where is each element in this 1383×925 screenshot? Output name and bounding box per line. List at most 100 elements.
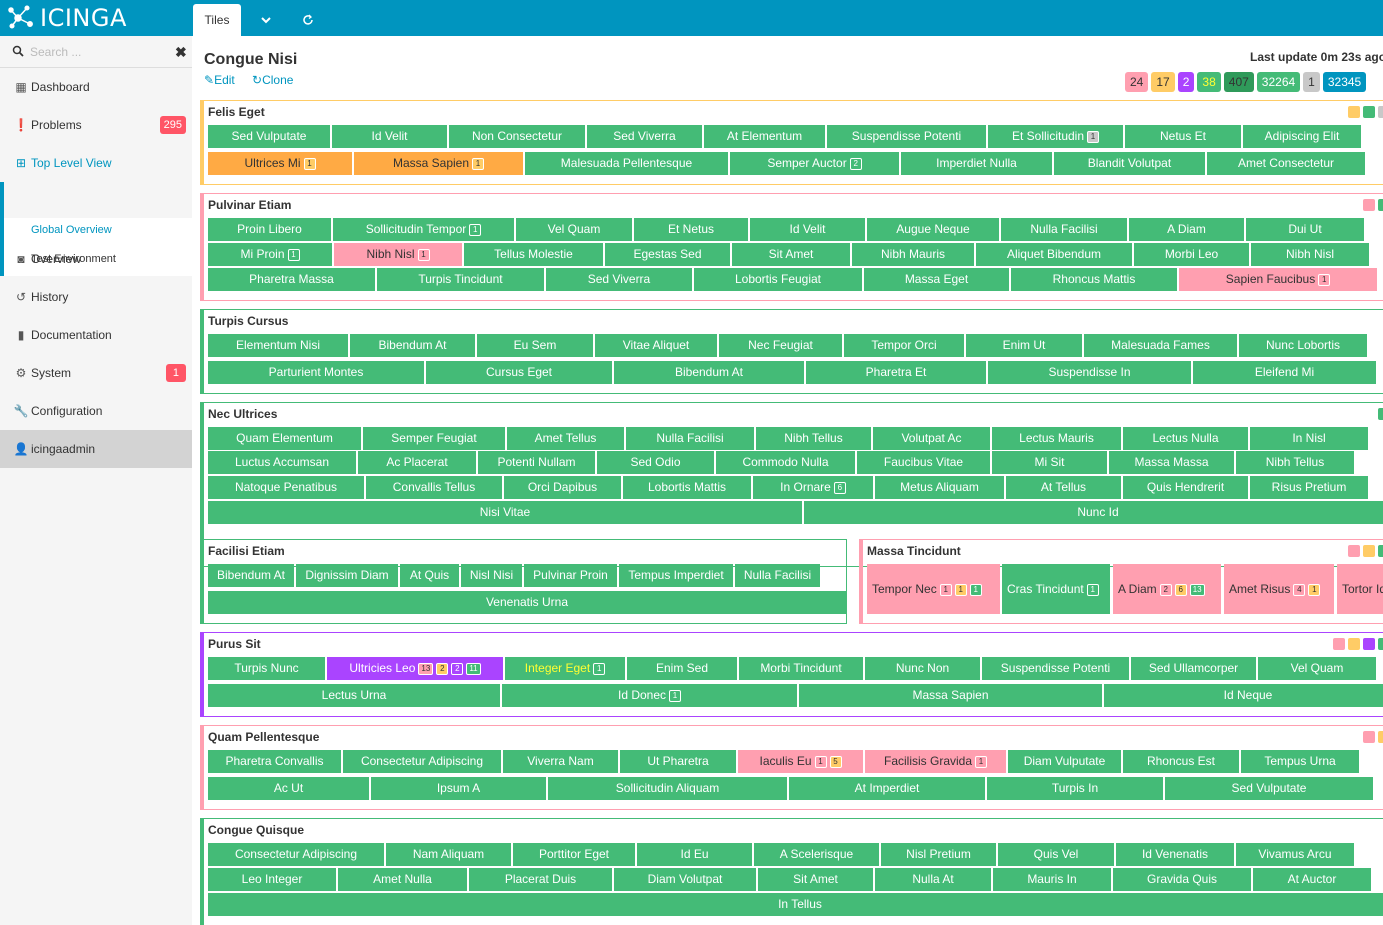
state-badge[interactable] [1348, 106, 1360, 118]
tile[interactable]: Ut Pharetra [620, 750, 736, 773]
tile[interactable]: Sed Vulputate [1165, 777, 1373, 800]
state-badge[interactable] [1348, 638, 1360, 650]
tile[interactable]: Porttitor Eget [513, 843, 635, 866]
tile[interactable]: Risus Pretium [1250, 476, 1368, 499]
tile[interactable]: Sit Amet [758, 868, 873, 891]
sidebar-item-overview[interactable]: ◙ Overview [0, 240, 192, 278]
tile[interactable]: Placerat Duis [469, 868, 612, 891]
tile[interactable]: Consectetur Adipiscing [208, 843, 384, 866]
tile[interactable]: Suspendisse Potenti [982, 657, 1129, 680]
tile[interactable]: Facilisis Gravida 1 [865, 750, 1006, 773]
tile[interactable]: Viverra Nam [503, 750, 618, 773]
state-badge[interactable] [1363, 731, 1375, 743]
tile[interactable]: Ultricies Leo 13 2 2 11 [327, 657, 503, 680]
tile[interactable]: Quis Hendrerit [1123, 476, 1248, 499]
tile[interactable]: Ac Placerat [358, 451, 476, 474]
tile[interactable]: Nibh Tellus [756, 427, 871, 450]
tile[interactable]: Dui Ut [1246, 218, 1364, 241]
tile[interactable]: Sapien Faucibus 1 [1179, 268, 1377, 291]
state-badge[interactable] [1378, 106, 1383, 118]
tile[interactable]: Cursus Eget [426, 361, 612, 384]
tile[interactable]: Id Velit [750, 218, 865, 241]
dashboard-title[interactable]: Quam Pellentesque [208, 730, 320, 744]
sidebar-item-configuration[interactable]: 🔧 Configuration [0, 392, 192, 430]
tile[interactable]: Parturient Montes [208, 361, 424, 384]
tile[interactable]: Convallis Tellus [366, 476, 502, 499]
tile[interactable]: Sed Viverra [587, 125, 702, 148]
tile[interactable]: Suspendisse In [988, 361, 1191, 384]
state-badge[interactable] [1378, 199, 1383, 211]
tile[interactable]: Enim Ut [966, 334, 1082, 357]
tile[interactable]: Faucibus Vitae [857, 451, 990, 474]
tile[interactable]: Massa Massa [1109, 451, 1234, 474]
dashboard-title[interactable]: Facilisi Etiam [208, 544, 285, 558]
tile[interactable]: Amet Consectetur [1207, 152, 1365, 175]
tile[interactable]: Amet Risus 4 1 [1224, 564, 1334, 614]
tile[interactable]: At Quis [400, 564, 459, 587]
tile[interactable]: Et Netus [634, 218, 748, 241]
tile[interactable]: Quis Vel [998, 843, 1114, 866]
tile[interactable]: Vitae Aliquet [595, 334, 717, 357]
tile[interactable]: Cras Tincidunt 1 [1002, 564, 1110, 614]
summary-badge[interactable]: 38 [1197, 72, 1221, 92]
tile[interactable]: Lobortis Mattis [623, 476, 751, 499]
tile[interactable]: Eleifend Mi [1193, 361, 1376, 384]
tile[interactable]: Id Eu [637, 843, 752, 866]
tile[interactable]: Vel Quam [1258, 657, 1376, 680]
tile[interactable]: Nunc Lobortis [1239, 334, 1367, 357]
clone-link[interactable]: ↻Clone [252, 73, 293, 87]
tile[interactable]: Tempor Nec 1 1 1 [867, 564, 1000, 614]
tile[interactable]: Eu Sem [477, 334, 593, 357]
tile[interactable]: Nisl Nisi [461, 564, 522, 587]
dashboard-title[interactable]: Congue Quisque [208, 823, 304, 837]
search-input[interactable] [30, 43, 170, 61]
tile[interactable]: Metus Aliquam [875, 476, 1004, 499]
tile[interactable]: Lectus Nulla [1123, 427, 1248, 450]
state-badge[interactable] [1363, 106, 1375, 118]
tile[interactable]: In Nisl [1250, 427, 1368, 450]
tile[interactable]: Netus Et [1125, 125, 1241, 148]
tile[interactable]: Non Consectetur [449, 125, 585, 148]
tile[interactable]: Nibh Nisl [1251, 243, 1369, 266]
state-badge[interactable] [1378, 545, 1383, 557]
tile[interactable]: Mi Sit [992, 451, 1107, 474]
tile[interactable]: Tortor Id [1337, 564, 1383, 614]
tile[interactable]: Nulla Facilisi [626, 427, 754, 450]
tile[interactable]: Tempor Orci [844, 334, 964, 357]
tile[interactable]: Imperdiet Nulla [901, 152, 1052, 175]
tile[interactable]: Id Donec 1 [502, 684, 797, 707]
tile[interactable]: At Elementum [704, 125, 825, 148]
state-badge[interactable] [1348, 545, 1360, 557]
tile[interactable]: Orci Dapibus [504, 476, 621, 499]
sidebar-item-dashboard[interactable]: ▦ Dashboard [0, 68, 192, 106]
summary-badge[interactable]: 2 [1177, 72, 1195, 92]
tab-dropdown-button[interactable] [252, 4, 280, 36]
tile[interactable]: A Diam [1129, 218, 1244, 241]
tile[interactable]: Sed Viverra [546, 268, 692, 291]
tile[interactable]: Nulla At [875, 868, 991, 891]
tile[interactable]: Turpis Tincidunt [377, 268, 544, 291]
tile[interactable]: Massa Sapien 1 [354, 152, 523, 175]
tile[interactable]: Amet Tellus [507, 427, 624, 450]
tile[interactable]: Sit Amet [732, 243, 850, 266]
state-badge[interactable] [1378, 638, 1383, 650]
tile[interactable]: Potenti Nullam [478, 451, 595, 474]
state-badge[interactable] [1363, 545, 1375, 557]
tile[interactable]: Morbi Leo [1134, 243, 1249, 266]
tile[interactable]: Rhoncus Mattis [1011, 268, 1177, 291]
tile[interactable]: Egestas Sed [605, 243, 730, 266]
tile[interactable]: Gravida Quis [1113, 868, 1251, 891]
dashboard-title[interactable]: Pulvinar Etiam [208, 198, 292, 212]
dashboard-title[interactable]: Nec Ultrices [208, 407, 278, 421]
tile[interactable]: Mi Proin 1 [208, 243, 332, 266]
tile[interactable]: Malesuada Fames [1084, 334, 1237, 357]
close-icon[interactable]: ✖ [175, 44, 187, 60]
tile[interactable]: Malesuada Pellentesque [525, 152, 728, 175]
tile[interactable]: Amet Nulla [338, 868, 467, 891]
tile[interactable]: At Tellus [1006, 476, 1121, 499]
tile[interactable]: Tellus Molestie [464, 243, 603, 266]
tile[interactable]: Ac Ut [208, 777, 369, 800]
sidebar-item-user[interactable]: 👤 icingaadmin [0, 430, 192, 468]
summary-badge[interactable]: 32345 [1322, 72, 1367, 92]
tile[interactable]: Semper Auctor 2 [730, 152, 899, 175]
